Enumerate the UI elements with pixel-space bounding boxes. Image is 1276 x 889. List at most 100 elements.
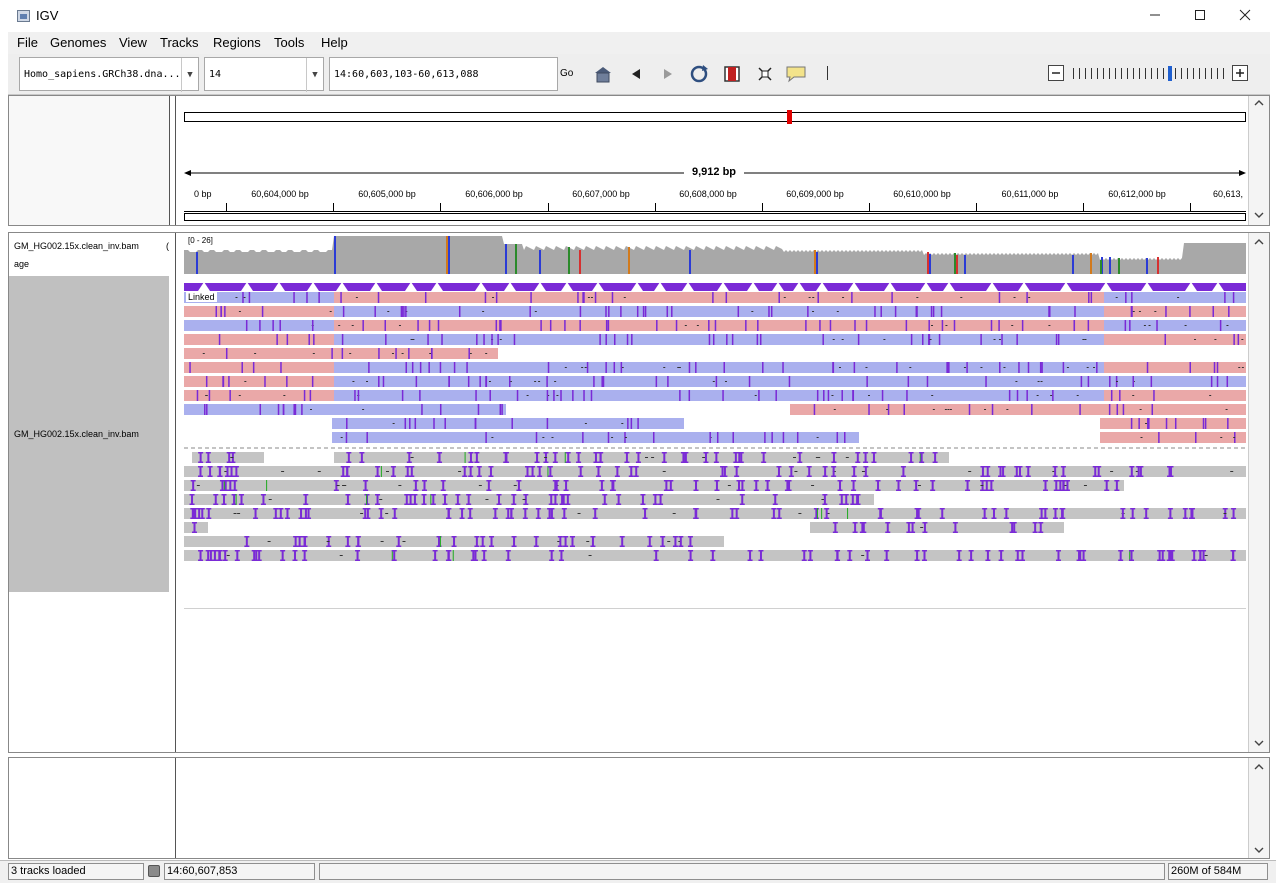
insertion-mark	[1116, 404, 1119, 415]
insertion-mark	[342, 466, 345, 477]
insertion-mark	[554, 452, 557, 463]
insertion-mark	[1088, 292, 1090, 303]
insertion-mark-cap	[390, 466, 396, 468]
insertion-mark	[304, 494, 307, 505]
insertion-mark	[1079, 404, 1081, 415]
insertion-mark-cap	[253, 559, 259, 561]
status-bar: 3 tracks loaded 14:60,607,853 260M of 58…	[0, 860, 1276, 883]
insertion-mark	[1115, 480, 1118, 491]
locus-input[interactable]: 14:60,603,103-60,613,088	[329, 57, 558, 91]
insertion-mark-cap	[734, 517, 740, 519]
resize-button[interactable]	[754, 64, 776, 84]
insertion-mark	[248, 292, 251, 303]
chromosome-ideogram[interactable]	[184, 112, 1246, 122]
insertion-mark	[805, 320, 807, 331]
mismatch-mark	[380, 466, 382, 477]
insertion-mark-cap	[199, 508, 205, 510]
coverage-dip	[1060, 282, 1072, 291]
insertion-mark	[475, 390, 477, 401]
menu-help[interactable]: Help	[321, 35, 348, 50]
insertion-mark	[198, 508, 201, 519]
insertion-mark-cap	[436, 536, 442, 538]
insertion-mark	[1130, 550, 1133, 561]
zoom-slider-tick	[1121, 68, 1122, 79]
insertion-mark	[1119, 550, 1122, 561]
genome-select[interactable]: Homo_sapiens.GRCh38.dna... ▼	[19, 57, 199, 92]
chromosome-select[interactable]: 14 ▼	[204, 57, 324, 92]
insertion-mark-cap	[1129, 559, 1135, 561]
insertion-mark-cap	[375, 494, 381, 496]
insertion-mark	[1165, 418, 1168, 429]
deletion-mark	[360, 513, 364, 514]
coverage-track[interactable]	[184, 234, 1246, 274]
zoom-slider-tick	[1211, 68, 1212, 79]
insertion-mark-cap	[392, 517, 398, 519]
insertion-mark	[218, 334, 221, 345]
insertion-mark	[484, 292, 487, 303]
insertion-mark	[836, 432, 839, 443]
insertion-mark	[844, 432, 846, 443]
insertion-mark-cap	[355, 536, 361, 538]
insertion-mark-cap	[885, 522, 891, 524]
insertion-mark	[641, 494, 644, 505]
region-of-interest-button[interactable]	[721, 64, 743, 84]
menu-file[interactable]: File	[17, 35, 38, 50]
insertion-mark-cap	[492, 508, 498, 510]
menu-tracks[interactable]: Tracks	[160, 35, 199, 50]
insertion-mark	[1062, 480, 1065, 491]
forward-button[interactable]	[657, 64, 679, 84]
insertion-mark-cap	[302, 536, 308, 538]
insertion-mark	[1031, 404, 1033, 415]
insertion-mark	[364, 480, 367, 491]
deletion-mark	[542, 437, 545, 438]
deletion-mark	[362, 409, 365, 410]
data-panel-scrollbar[interactable]	[1248, 233, 1269, 752]
menu-genomes[interactable]: Genomes	[50, 35, 107, 50]
menu-view[interactable]: View	[119, 35, 147, 50]
insertion-mark	[374, 306, 376, 317]
close-button[interactable]	[1222, 0, 1268, 30]
maximize-button[interactable]	[1177, 0, 1223, 30]
insertion-mark-cap	[703, 461, 709, 463]
insertion-mark-cap	[908, 461, 914, 463]
insertion-mark	[947, 362, 949, 373]
insertion-mark	[807, 306, 809, 317]
coverage-track-name[interactable]: GM_HG002.15x.clean_inv.bam	[14, 241, 139, 251]
minimize-button[interactable]	[1132, 0, 1178, 30]
zoom-slider[interactable]	[1070, 66, 1228, 81]
zoom-slider-tick	[1091, 68, 1092, 79]
refresh-button[interactable]	[688, 64, 710, 84]
popup-info-button[interactable]	[785, 64, 807, 84]
insertion-mark-cap	[624, 452, 630, 454]
insertion-mark	[731, 508, 734, 519]
ruler[interactable]: 0 bp 60,604,000 bp 60,605,000 bp 60,606,000…	[0, 0, 1276, 230]
zoom-out-button[interactable]	[1048, 65, 1064, 81]
insertion-mark-cap	[558, 559, 564, 561]
insertion-mark	[1233, 334, 1235, 345]
insertion-mark	[1016, 550, 1019, 561]
deletion-mark	[624, 437, 627, 438]
menu-tools[interactable]: Tools	[274, 35, 305, 50]
zoom-in-button[interactable]	[1232, 65, 1248, 81]
insertion-mark	[1027, 362, 1030, 373]
deletion-mark	[224, 471, 228, 472]
insertion-mark-cap	[614, 466, 620, 468]
home-button[interactable]	[592, 64, 614, 84]
insertion-mark	[192, 480, 195, 491]
go-button[interactable]: Go	[560, 68, 574, 79]
feature-panel-scrollbar[interactable]	[1248, 758, 1269, 858]
header-scrollbar[interactable]	[1248, 96, 1269, 225]
alignment-track[interactable]	[184, 280, 1246, 610]
menu-regions[interactable]: Regions	[213, 35, 261, 50]
back-button[interactable]	[625, 64, 647, 84]
insertion-mark-cap	[922, 522, 928, 524]
alignment-track-name[interactable]: GM_HG002.15x.clean_inv.bam	[14, 429, 139, 439]
insertion-mark	[201, 508, 204, 519]
insertion-mark-cap	[362, 508, 368, 510]
insertion-mark-cap	[486, 489, 492, 491]
deletion-mark	[244, 381, 247, 382]
deletion-mark	[402, 541, 406, 542]
insertion-mark-cap	[1167, 475, 1173, 477]
insertion-mark	[782, 362, 784, 373]
insertion-mark-cap	[595, 475, 601, 477]
